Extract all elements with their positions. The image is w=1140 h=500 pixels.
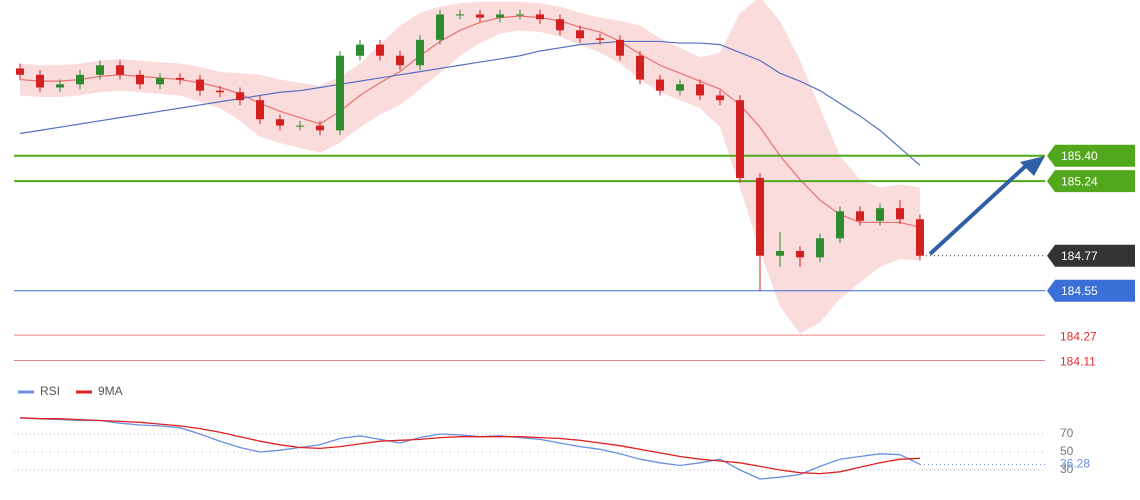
candle-body bbox=[516, 14, 524, 16]
level-box bbox=[1047, 244, 1135, 267]
level-box bbox=[1047, 170, 1135, 193]
candle-body bbox=[456, 14, 464, 16]
candle-body bbox=[356, 44, 364, 56]
arrow-head bbox=[1020, 156, 1045, 176]
candle-body bbox=[36, 74, 44, 88]
level-label: 184.55 bbox=[1061, 284, 1098, 298]
candle-body bbox=[896, 208, 904, 220]
candle-body bbox=[756, 177, 764, 256]
candle-body bbox=[556, 19, 564, 31]
plot-layer: 185.40 185.24 184.77 184.55 184.27 184.11 70 50… bbox=[14, 0, 1135, 480]
candle-body bbox=[396, 55, 404, 66]
candle-body bbox=[876, 208, 884, 221]
candle-body bbox=[296, 125, 304, 127]
y-tick-label: 30 bbox=[1060, 462, 1074, 476]
bollinger-band bbox=[20, 0, 920, 334]
moving-average bbox=[19, 15, 921, 228]
legend-label: RSI bbox=[40, 384, 60, 398]
y-tick-label: 70 bbox=[1060, 426, 1074, 440]
candle-body bbox=[476, 14, 484, 18]
candle-body bbox=[736, 100, 744, 178]
candle-body bbox=[816, 238, 824, 258]
candle-body bbox=[716, 95, 724, 101]
current-value-label: 36.28 bbox=[1060, 457, 1090, 471]
candle-body bbox=[336, 55, 344, 131]
candle-body bbox=[176, 77, 184, 80]
candle-body bbox=[136, 74, 144, 85]
candle-body bbox=[76, 74, 84, 85]
moving-average bbox=[19, 40, 921, 166]
candle-body bbox=[116, 65, 124, 75]
candle-body bbox=[156, 77, 164, 85]
candle-body bbox=[256, 100, 264, 120]
candle-body bbox=[236, 92, 244, 101]
projection-arrow bbox=[928, 160, 1032, 256]
legend-label: 9MA bbox=[98, 384, 123, 398]
candle-body bbox=[776, 251, 784, 256]
candle-body bbox=[16, 68, 24, 75]
candle-body bbox=[496, 14, 504, 18]
candle-body bbox=[796, 251, 804, 258]
level-label: 185.24 bbox=[1061, 174, 1098, 188]
candle-body bbox=[56, 84, 64, 88]
candle-body bbox=[276, 119, 284, 126]
level-label: 184.11 bbox=[1060, 355, 1096, 369]
level-label: 184.77 bbox=[1061, 249, 1098, 263]
level-box bbox=[1047, 144, 1135, 167]
candle-body bbox=[576, 30, 584, 39]
candle-body bbox=[536, 14, 544, 20]
level-label: 184.27 bbox=[1060, 329, 1097, 343]
candle-body bbox=[656, 79, 664, 91]
candle-body bbox=[436, 14, 444, 40]
candle-body bbox=[836, 211, 844, 239]
candle-body bbox=[696, 84, 704, 96]
candle-body bbox=[96, 65, 104, 75]
indicator-line bbox=[19, 417, 921, 475]
candle-body bbox=[916, 219, 924, 256]
candle-body bbox=[616, 39, 624, 56]
candle-body bbox=[416, 39, 424, 66]
indicator-line bbox=[19, 417, 921, 480]
candle-body bbox=[216, 90, 224, 93]
candle-body bbox=[856, 211, 864, 221]
y-tick-label: 50 bbox=[1060, 444, 1074, 458]
candle-body bbox=[316, 125, 324, 131]
candle-body bbox=[636, 55, 644, 80]
candle-body bbox=[376, 44, 384, 56]
candle-body bbox=[196, 79, 204, 91]
level-box bbox=[1047, 279, 1135, 302]
candle-body bbox=[596, 38, 604, 40]
level-label: 185.40 bbox=[1061, 149, 1098, 163]
candle-body bbox=[676, 84, 684, 91]
